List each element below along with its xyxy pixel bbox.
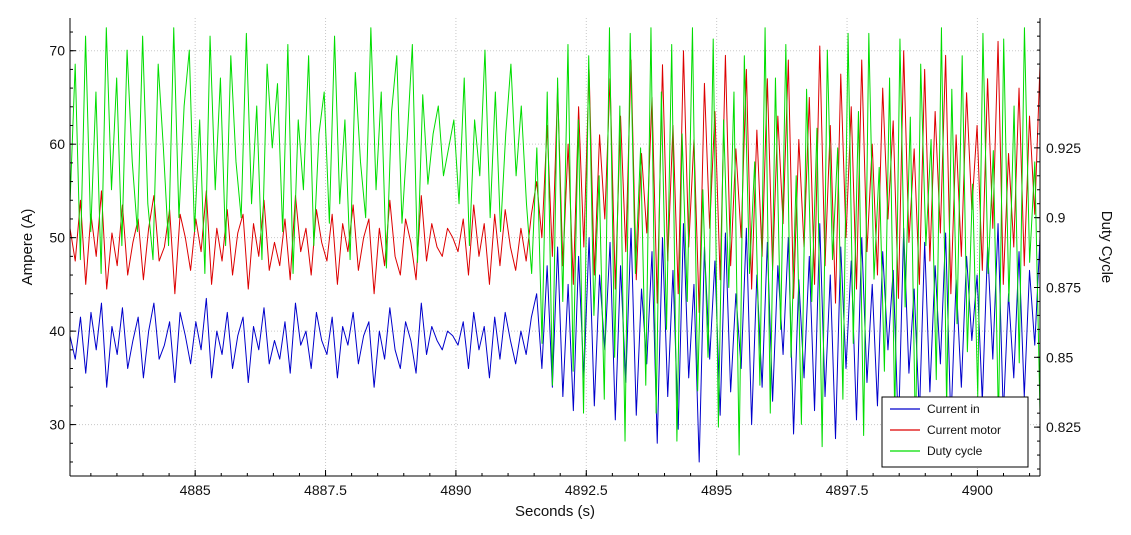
- series-line-current-motor: [69, 40, 1041, 313]
- tick-labels: 4885 4887.5 4890 4892.5 4895 4897.5 4900 30 40 50…: [49, 43, 1081, 498]
- y-right-tick-label: 0.825: [1046, 419, 1081, 435]
- series-line-current-in: [69, 223, 1041, 463]
- y-right-tick-label: 0.85: [1046, 349, 1073, 365]
- y-left-tick-label: 40: [49, 323, 65, 339]
- series-line-duty-cycle: [69, 27, 1041, 456]
- x-tick-label: 4887.5: [304, 482, 347, 498]
- legend: Current in Current motor Duty cycle: [881, 396, 1029, 468]
- y-left-tick-label: 70: [49, 43, 65, 59]
- y-left-tick-label: 30: [49, 417, 65, 433]
- x-tick-label: 4900: [962, 482, 993, 498]
- legend-label-duty-cycle: Duty cycle: [927, 444, 983, 458]
- x-axis-title: Seconds (s): [515, 503, 595, 520]
- series-layer: [69, 27, 1041, 463]
- y-right-tick-label: 0.9: [1046, 210, 1066, 226]
- x-tick-label: 4892.5: [565, 482, 608, 498]
- y-right-tick-label: 0.925: [1046, 140, 1081, 156]
- x-tick-label: 4885: [180, 482, 211, 498]
- x-tick-label: 4897.5: [826, 482, 869, 498]
- x-tick-label: 4895: [701, 482, 732, 498]
- legend-label-current-in: Current in: [927, 402, 980, 416]
- y-axis-right-title: Duty Cycle: [1098, 211, 1115, 284]
- axes: [69, 18, 1041, 477]
- y-axis-left-title: Ampere (A): [19, 209, 36, 286]
- legend-label-current-motor: Current motor: [927, 423, 1001, 437]
- y-left-tick-label: 60: [49, 136, 65, 152]
- y-left-tick-label: 50: [49, 230, 65, 246]
- x-tick-label: 4890: [440, 482, 471, 498]
- y-right-tick-label: 0.875: [1046, 279, 1081, 295]
